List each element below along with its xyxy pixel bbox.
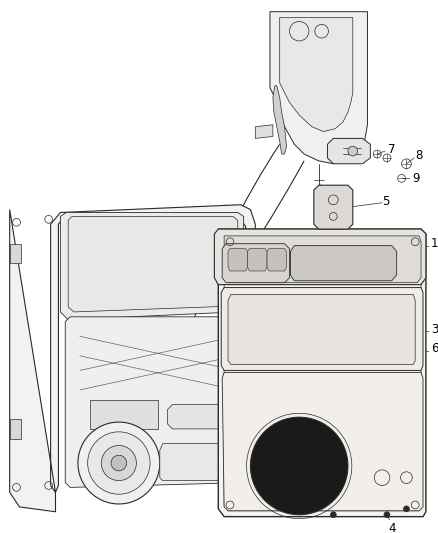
Polygon shape: [328, 139, 371, 164]
Text: 4: 4: [388, 522, 396, 533]
Polygon shape: [222, 373, 423, 511]
Polygon shape: [247, 248, 267, 271]
Text: 6: 6: [431, 343, 438, 356]
Polygon shape: [224, 236, 421, 282]
Polygon shape: [270, 12, 367, 164]
Text: 2: 2: [312, 255, 319, 268]
Polygon shape: [222, 244, 290, 282]
Polygon shape: [267, 248, 286, 271]
Polygon shape: [218, 229, 426, 516]
Polygon shape: [255, 125, 273, 139]
Polygon shape: [10, 244, 21, 263]
Polygon shape: [214, 229, 426, 285]
Polygon shape: [68, 216, 238, 312]
Polygon shape: [273, 86, 286, 154]
Circle shape: [88, 432, 150, 494]
Circle shape: [330, 512, 336, 518]
Polygon shape: [60, 213, 244, 320]
Polygon shape: [314, 185, 353, 229]
Polygon shape: [90, 400, 158, 429]
Circle shape: [78, 422, 160, 504]
Circle shape: [251, 417, 348, 515]
Polygon shape: [10, 419, 21, 439]
Text: 1: 1: [431, 237, 438, 250]
Circle shape: [403, 506, 410, 512]
Polygon shape: [65, 317, 251, 487]
Polygon shape: [228, 248, 247, 271]
Text: 9: 9: [413, 172, 420, 185]
Polygon shape: [160, 443, 234, 481]
Polygon shape: [290, 246, 397, 281]
Text: 8: 8: [415, 149, 423, 163]
Polygon shape: [168, 405, 231, 429]
Circle shape: [384, 512, 390, 518]
Polygon shape: [221, 288, 423, 370]
Circle shape: [101, 446, 136, 481]
Circle shape: [348, 146, 358, 156]
Circle shape: [319, 185, 323, 189]
Text: 3: 3: [431, 323, 438, 336]
Polygon shape: [280, 18, 353, 132]
Circle shape: [111, 455, 127, 471]
Polygon shape: [228, 294, 415, 365]
Text: 5: 5: [382, 195, 390, 208]
Polygon shape: [10, 205, 255, 512]
Text: 7: 7: [388, 143, 396, 156]
